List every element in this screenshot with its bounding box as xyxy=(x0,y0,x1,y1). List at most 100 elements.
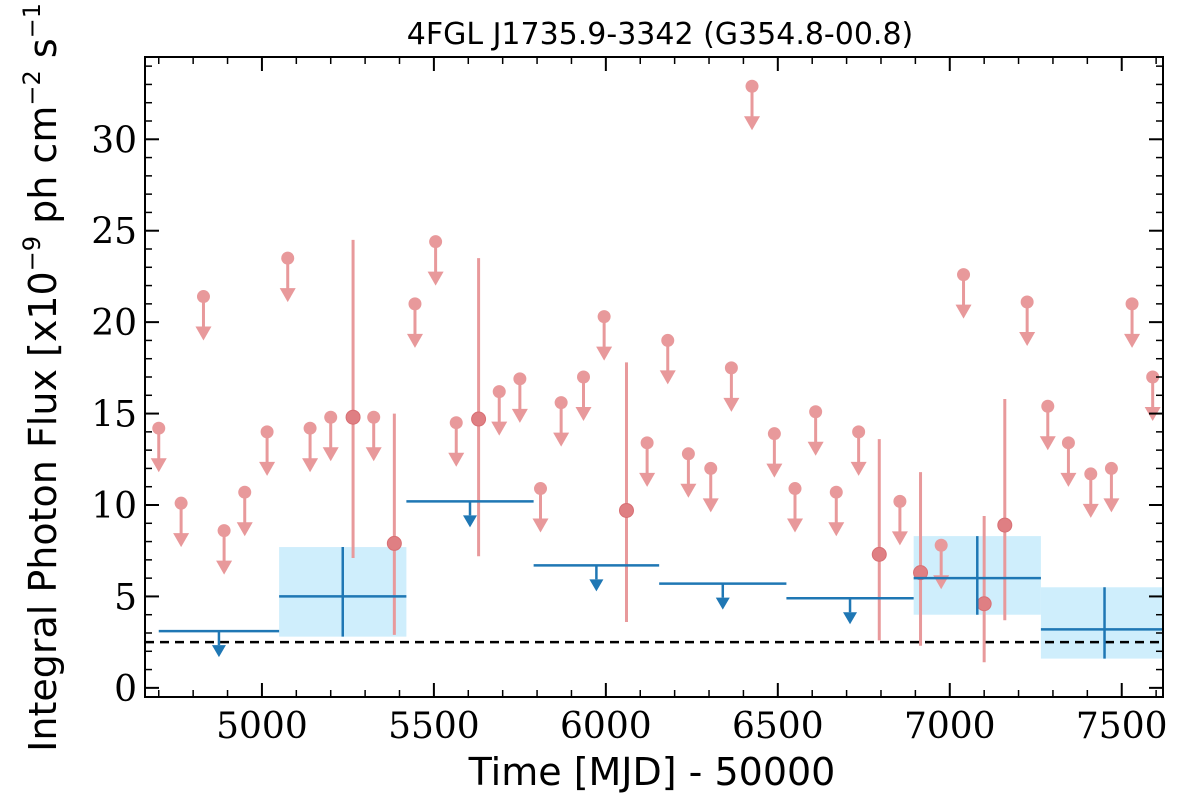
x-tick-label: 7000 xyxy=(904,706,996,747)
y-axis-label: Integral Photon Flux [x10−9 ph cm−2 s−1] xyxy=(18,0,65,752)
short-upper-limit xyxy=(259,425,276,476)
short-upper-limit xyxy=(766,427,783,478)
upper-limit-marker xyxy=(809,405,823,419)
upper-limit-marker xyxy=(324,410,338,424)
short-detection xyxy=(871,439,887,641)
chart-title: 4FGL J1735.9-3342 (G354.8-00.8) xyxy=(407,17,914,52)
upper-limit-marker xyxy=(513,372,527,386)
upper-limit-marker xyxy=(661,333,675,347)
upper-limit-marker xyxy=(745,79,759,93)
upper-limit-arrowhead xyxy=(1124,333,1141,348)
short-upper-limit xyxy=(236,485,253,537)
upper-limit-arrowhead xyxy=(279,288,296,303)
upper-limit-arrowhead xyxy=(1060,472,1077,487)
upper-limit-marker xyxy=(934,538,948,552)
short-upper-limit xyxy=(850,425,867,476)
short-detection xyxy=(913,472,929,646)
y-tick-label: 25 xyxy=(91,212,137,253)
short-upper-limit xyxy=(639,436,656,487)
long-upper-limit xyxy=(786,597,914,625)
upper-limit-arrowhead xyxy=(1039,436,1056,451)
upper-limit-marker xyxy=(534,482,548,496)
upper-limit-marker xyxy=(681,447,695,461)
short-upper-limit xyxy=(955,268,972,319)
detection-marker xyxy=(997,517,1013,533)
y-axis-label-close: ] xyxy=(21,0,65,3)
short-upper-limit xyxy=(511,372,528,423)
upper-limit-arrowhead xyxy=(828,522,845,537)
upper-limit-arrowhead xyxy=(575,407,592,421)
short-upper-limit xyxy=(322,410,339,462)
upper-limit-arrowhead xyxy=(322,447,339,462)
y-tick-label: 10 xyxy=(91,486,137,527)
detection-marker xyxy=(871,546,887,562)
short-timescale-points xyxy=(150,79,1161,663)
upper-limit-arrowhead xyxy=(744,116,761,131)
upper-limit-arrowhead xyxy=(891,531,908,546)
long-detection xyxy=(913,536,1041,615)
long-detection-band xyxy=(1040,587,1163,659)
short-upper-limit xyxy=(1103,461,1120,513)
short-upper-limit xyxy=(491,385,508,436)
x-axis-label: Time [MJD] - 50000 xyxy=(468,750,836,794)
long-detection xyxy=(1040,587,1163,659)
long-upper-limit-arrowhead xyxy=(211,645,226,658)
detection-marker xyxy=(976,596,992,612)
long-upper-limit-arrowhead xyxy=(843,612,858,625)
y-axis-label-exp3: −1 xyxy=(18,3,46,38)
upper-limit-arrowhead xyxy=(955,304,972,319)
short-upper-limit xyxy=(553,396,570,447)
upper-limit-arrowhead xyxy=(639,472,656,487)
short-upper-limit xyxy=(365,410,382,462)
upper-limit-arrowhead xyxy=(766,463,783,478)
long-timescale-bands xyxy=(279,536,1163,659)
y-tick-label: 20 xyxy=(91,303,137,344)
y-tick-label: 30 xyxy=(91,120,137,161)
upper-limit-marker xyxy=(767,427,781,441)
upper-limit-arrowhead xyxy=(807,441,824,456)
upper-limit-arrowhead xyxy=(427,271,444,286)
short-upper-limit xyxy=(195,290,212,341)
short-upper-limit xyxy=(448,416,465,467)
upper-limit-arrowhead xyxy=(365,447,382,462)
long-upper-limit xyxy=(406,500,534,528)
long-upper-limit-arrowhead xyxy=(589,579,604,592)
upper-limit-marker xyxy=(788,482,802,496)
upper-limit-arrowhead xyxy=(723,397,740,412)
upper-limit-arrowhead xyxy=(850,461,867,476)
short-upper-limit xyxy=(302,421,319,473)
detection-marker xyxy=(386,535,402,551)
upper-limit-marker xyxy=(1020,295,1034,309)
y-axis-label-mid: ph cm xyxy=(21,106,65,236)
upper-limit-marker xyxy=(597,310,611,324)
x-tick-label: 6000 xyxy=(560,706,652,747)
upper-limit-marker xyxy=(1061,436,1075,450)
short-detection xyxy=(386,413,402,635)
upper-limit-marker xyxy=(492,385,506,399)
upper-limit-marker xyxy=(957,268,971,282)
short-upper-limit xyxy=(406,297,423,348)
upper-limit-marker xyxy=(281,251,295,265)
long-upper-limit xyxy=(158,629,280,658)
short-upper-limit xyxy=(680,447,697,498)
upper-limit-arrowhead xyxy=(659,370,676,385)
short-upper-limit xyxy=(723,361,740,412)
short-detection xyxy=(345,239,361,559)
upper-limit-marker xyxy=(449,416,463,430)
upper-limit-marker xyxy=(576,370,590,384)
upper-limit-arrowhead xyxy=(406,333,423,348)
upper-limit-marker xyxy=(640,436,654,450)
y-tick-label: 5 xyxy=(114,577,137,618)
short-upper-limit xyxy=(427,235,444,286)
short-upper-limit xyxy=(1082,467,1099,518)
y-tick-label: 0 xyxy=(114,669,137,710)
long-timescale-points xyxy=(158,500,1163,659)
upper-limit-arrowhead xyxy=(1019,332,1036,347)
short-upper-limit xyxy=(787,482,804,533)
x-tick-label: 6500 xyxy=(732,706,824,747)
upper-limit-marker xyxy=(367,410,381,424)
short-upper-limit xyxy=(1039,399,1056,451)
detection-marker xyxy=(345,409,361,425)
upper-limit-marker xyxy=(829,485,843,499)
upper-limit-arrowhead xyxy=(702,498,719,513)
